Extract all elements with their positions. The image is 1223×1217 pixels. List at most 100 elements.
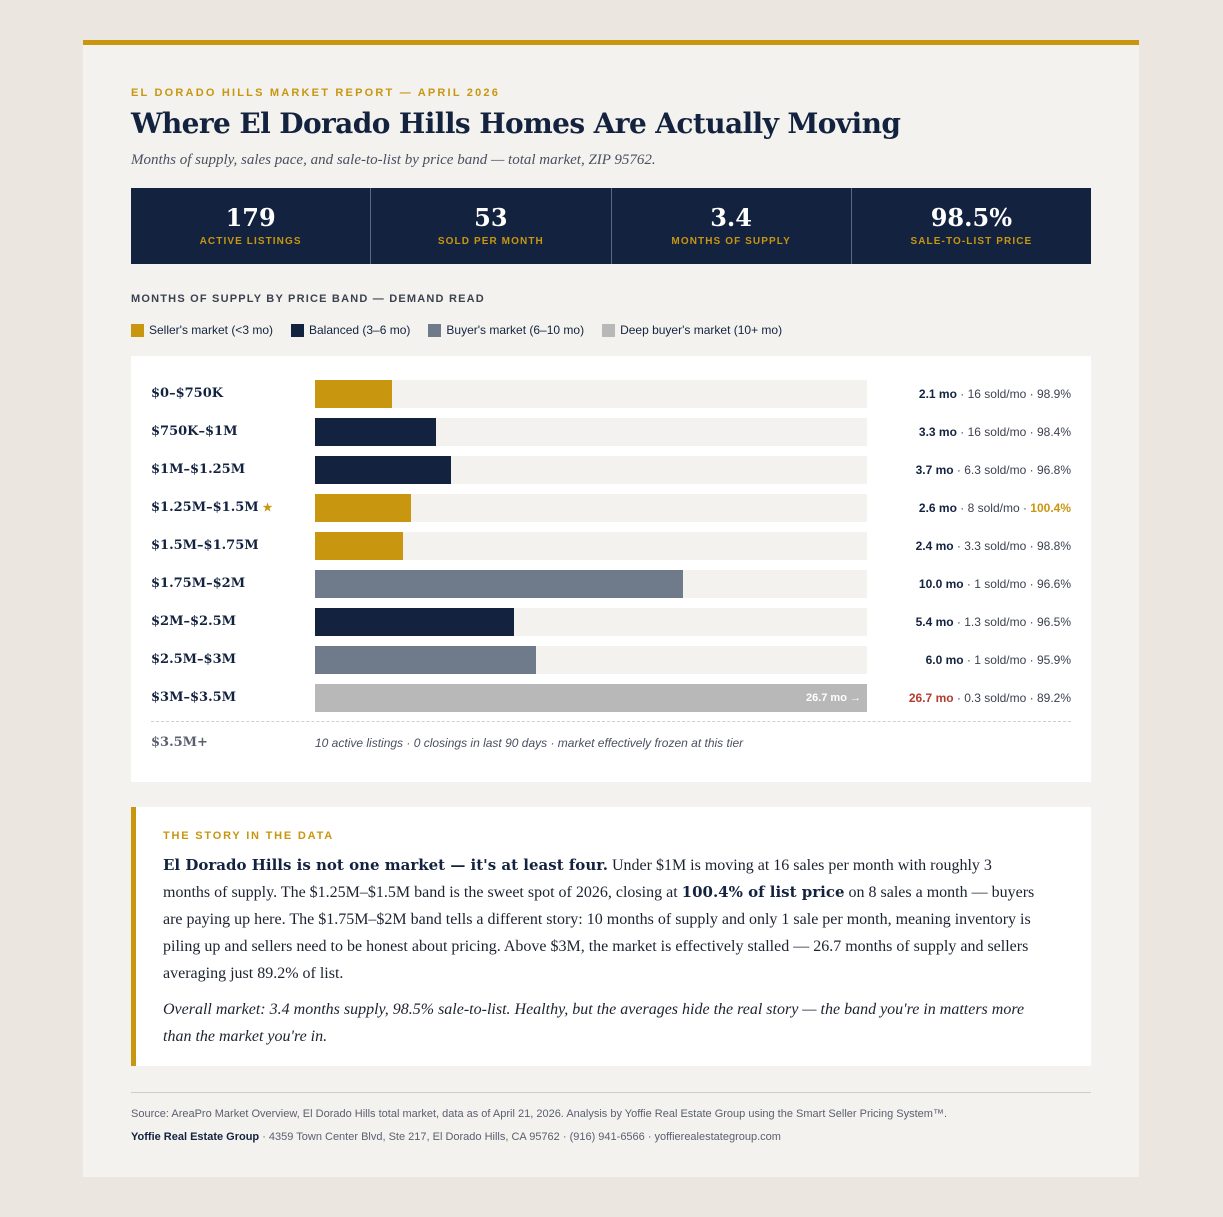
bar-mark <box>315 456 452 484</box>
separator: · <box>956 501 968 515</box>
months-supply-label: 5.4 mo <box>915 615 954 629</box>
footer-divider <box>131 1092 1091 1093</box>
sale-to-list-label: 96.5% <box>1036 615 1071 629</box>
star-icon: ★ <box>262 501 273 514</box>
story-paragraph: El Dorado Hills is not one market — it's… <box>163 852 1043 987</box>
bar-track <box>315 570 867 598</box>
bar-track <box>315 494 867 522</box>
sale-to-list-label: 95.9% <box>1036 653 1071 667</box>
legend-swatch <box>131 323 144 337</box>
separator: · <box>953 463 965 477</box>
row-stats: 5.4 mo · 1.3 sold/mo · 96.5% <box>916 608 1071 636</box>
separator: · <box>1019 501 1031 515</box>
separator: · <box>1026 615 1037 629</box>
kpi-sold-per-month: 53 SOLD PER MONTH <box>371 188 612 264</box>
legend-swatch <box>602 323 616 337</box>
bar-track <box>315 646 867 674</box>
bar-track <box>315 608 867 636</box>
sale-to-list-label: 89.2% <box>1036 691 1071 705</box>
kpi-value: 3.4 <box>710 203 752 232</box>
separator: · <box>963 577 975 591</box>
bar-track <box>315 532 867 560</box>
chart-row: $3M–$3.5M 26.7 mo → 26.7 mo · 0.3 sold/mo … <box>131 684 1091 712</box>
row-stats: 2.6 mo · 8 sold/mo · 100.4% <box>919 494 1071 522</box>
story-highlight: 100.4% of list price <box>681 883 845 901</box>
kpi-label: SALE-TO-LIST PRICE <box>910 236 1033 247</box>
sold-per-month-label: 3.3 sold/mo <box>964 539 1027 553</box>
band-label-text: $1M–$1.25M <box>151 462 246 477</box>
band-label: $750K–$1M <box>151 418 237 446</box>
legend-label: Deep buyer's market (10+ mo) <box>620 323 783 337</box>
legend-swatch <box>428 323 442 337</box>
bar-mark <box>315 380 393 408</box>
separator: · <box>1026 463 1037 477</box>
sold-per-month-label: 1 sold/mo <box>974 653 1027 667</box>
kpi-label: SOLD PER MONTH <box>437 236 544 247</box>
legend-item-buyers: Buyer's market (6–10 mo) <box>428 323 584 337</box>
months-supply-label: 3.3 mo <box>918 425 957 439</box>
band-label: $1.25M–$1.5M ★ <box>151 494 273 522</box>
separator: · <box>953 615 965 629</box>
separator: · <box>1026 539 1037 553</box>
legend-item-sellers: Seller's market (<3 mo) <box>131 323 273 337</box>
row-stats: 3.7 mo · 6.3 sold/mo · 96.8% <box>916 456 1071 484</box>
story-closing: Overall market: 3.4 months supply, 98.5%… <box>163 1001 1025 1045</box>
chart-row: $1M–$1.25M 3.7 mo · 6.3 sold/mo · 96.8% <box>131 456 1091 484</box>
sale-to-list-label: 98.4% <box>1036 425 1071 439</box>
frozen-band-note: 10 active listings · 0 closings in last … <box>315 736 744 750</box>
legend-item-balanced: Balanced (3–6 mo) <box>291 323 410 337</box>
bar-track <box>315 418 867 446</box>
sale-to-list-label: 100.4% <box>1030 501 1071 515</box>
band-label-text: $2.5M–$3M <box>151 652 237 667</box>
row-stats: 3.3 mo · 16 sold/mo · 98.4% <box>919 418 1071 446</box>
band-label: $2M–$2.5M <box>151 608 236 636</box>
separator: · <box>1026 577 1037 591</box>
page-title: Where El Dorado Hills Homes Are Actually… <box>131 107 901 140</box>
separator: · <box>1026 387 1037 401</box>
contact-details: · 4359 Town Center Blvd, Ste 217, El Dor… <box>259 1131 781 1143</box>
months-supply-label: 6.0 mo <box>925 653 964 667</box>
chart-row: $1.5M–$1.75M 2.4 mo · 3.3 sold/mo · 98.8% <box>131 532 1091 560</box>
kpi-label: ACTIVE LISTINGS <box>199 236 302 247</box>
chart-row: $0–$750K 2.1 mo · 16 sold/mo · 98.9% <box>131 380 1091 408</box>
chart-row: $2M–$2.5M 5.4 mo · 1.3 sold/mo · 96.5% <box>131 608 1091 636</box>
row-stats: 6.0 mo · 1 sold/mo · 95.9% <box>926 646 1071 674</box>
chart-row: $1.25M–$1.5M ★ 2.6 mo · 8 sold/mo · 100.4% <box>131 494 1091 522</box>
kpi-strip: 179 ACTIVE LISTINGS 53 SOLD PER MONTH 3.… <box>131 188 1091 264</box>
kpi-value: 179 <box>225 203 276 232</box>
months-supply-label: 3.7 mo <box>915 463 954 477</box>
page-subtitle: Months of supply, sales pace, and sale-t… <box>131 152 656 168</box>
bar-mark <box>315 608 514 636</box>
story-body: El Dorado Hills is not one market — it's… <box>163 852 1043 1050</box>
sold-per-month-label: 0.3 sold/mo <box>964 691 1027 705</box>
bar-mark <box>315 418 437 446</box>
bar-mark <box>315 494 411 522</box>
sale-to-list-label: 98.8% <box>1036 539 1071 553</box>
band-label-text: $1.25M–$1.5M <box>151 500 259 515</box>
band-label-text: $0–$750K <box>151 386 224 401</box>
band-label: $1.75M–$2M <box>151 570 245 598</box>
separator: · <box>1026 425 1037 439</box>
story-panel: THE STORY IN THE DATA El Dorado Hills is… <box>131 807 1091 1066</box>
chart-row: $2.5M–$3M 6.0 mo · 1 sold/mo · 95.9% <box>131 646 1091 674</box>
sale-to-list-label: 96.6% <box>1036 577 1071 591</box>
separator: · <box>956 387 968 401</box>
bar-track <box>315 380 867 408</box>
kpi-sale-to-list: 98.5% SALE-TO-LIST PRICE <box>852 188 1091 264</box>
band-label: $1.5M–$1.75M <box>151 532 259 560</box>
frozen-band-label: $3.5M+ <box>151 735 208 750</box>
legend-label: Seller's market (<3 mo) <box>149 323 273 337</box>
org-name: Yoffie Real Estate Group <box>131 1131 260 1143</box>
band-label: $1M–$1.25M <box>151 456 245 484</box>
kpi-value: 98.5% <box>930 203 1012 232</box>
chart-legend: Seller's market (<3 mo) Balanced (3–6 mo… <box>131 323 782 337</box>
sold-per-month-label: 1.3 sold/mo <box>964 615 1027 629</box>
months-supply-label: 2.6 mo <box>918 501 957 515</box>
story-eyebrow: THE STORY IN THE DATA <box>163 830 335 842</box>
story-lead: El Dorado Hills is not one market — it's… <box>163 856 608 874</box>
sale-to-list-label: 98.9% <box>1036 387 1071 401</box>
chart-divider <box>151 721 1071 722</box>
bar-value-label: 26.7 mo → <box>805 692 861 704</box>
bar-mark <box>315 646 536 674</box>
row-stats: 26.7 mo · 0.3 sold/mo · 89.2% <box>909 684 1071 712</box>
